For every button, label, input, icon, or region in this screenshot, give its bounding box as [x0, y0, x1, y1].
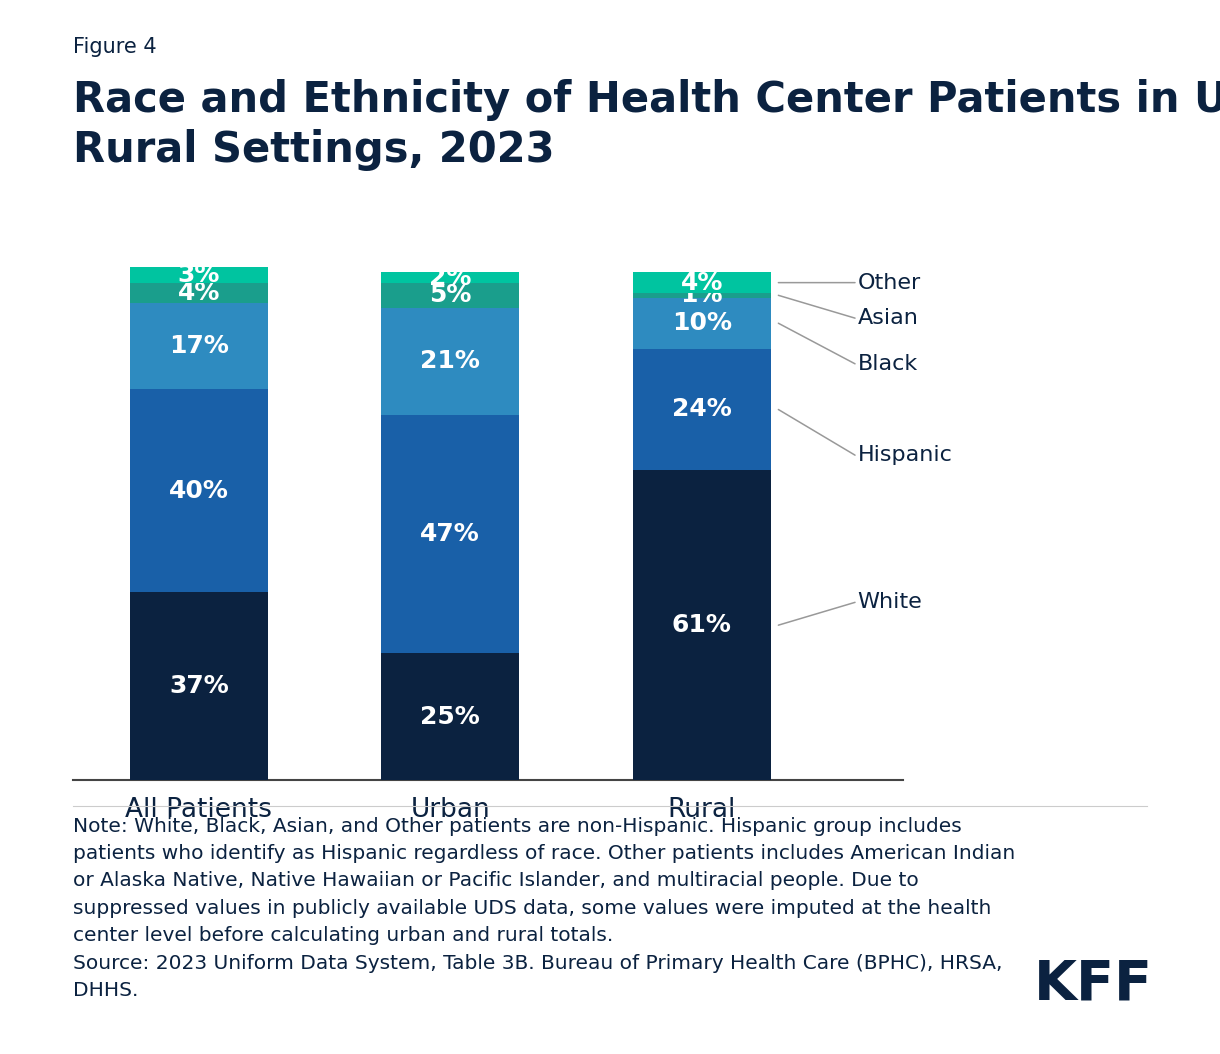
Bar	[632, 470, 771, 780]
Text: Black: Black	[858, 354, 917, 374]
Bar	[632, 349, 771, 470]
Bar	[381, 414, 520, 653]
Bar	[381, 308, 520, 414]
Text: Source: 2023 Uniform Data System, Table 3B. Bureau of Primary Health Care (BPHC): Source: 2023 Uniform Data System, Table …	[73, 954, 1003, 1000]
Text: 4%: 4%	[681, 271, 723, 295]
Text: White: White	[858, 592, 922, 612]
Text: Note: White, Black, Asian, and Other patients are non-Hispanic. Hispanic group i: Note: White, Black, Asian, and Other pat…	[73, 817, 1015, 944]
Text: 1%: 1%	[681, 284, 723, 308]
Bar	[129, 389, 268, 592]
Text: Hispanic: Hispanic	[858, 445, 953, 465]
Text: 47%: 47%	[421, 522, 481, 546]
Bar	[129, 282, 268, 302]
Bar	[381, 282, 520, 308]
Text: 24%: 24%	[672, 397, 732, 422]
Text: KFF: KFF	[1033, 958, 1153, 1012]
Text: 3%: 3%	[178, 264, 220, 287]
Bar	[381, 273, 520, 282]
Text: 17%: 17%	[168, 334, 229, 358]
Text: 37%: 37%	[170, 675, 229, 698]
Text: Asian: Asian	[858, 308, 919, 328]
Text: 5%: 5%	[429, 284, 471, 308]
Text: 21%: 21%	[421, 349, 481, 373]
Bar	[632, 298, 771, 349]
Bar	[129, 302, 268, 389]
Text: 25%: 25%	[421, 704, 481, 728]
Text: 4%: 4%	[178, 280, 220, 305]
Bar	[381, 653, 520, 780]
Text: 2%: 2%	[429, 266, 471, 290]
Text: 10%: 10%	[672, 311, 732, 335]
Text: 40%: 40%	[168, 479, 229, 503]
Bar	[129, 268, 268, 282]
Bar	[632, 273, 771, 293]
Text: 61%: 61%	[672, 613, 732, 638]
Text: Race and Ethnicity of Health Center Patients in Urban and
Rural Settings, 2023: Race and Ethnicity of Health Center Pati…	[73, 79, 1220, 172]
Text: Other: Other	[858, 273, 921, 293]
Bar	[129, 592, 268, 780]
Text: Figure 4: Figure 4	[73, 37, 157, 57]
Bar	[632, 293, 771, 298]
